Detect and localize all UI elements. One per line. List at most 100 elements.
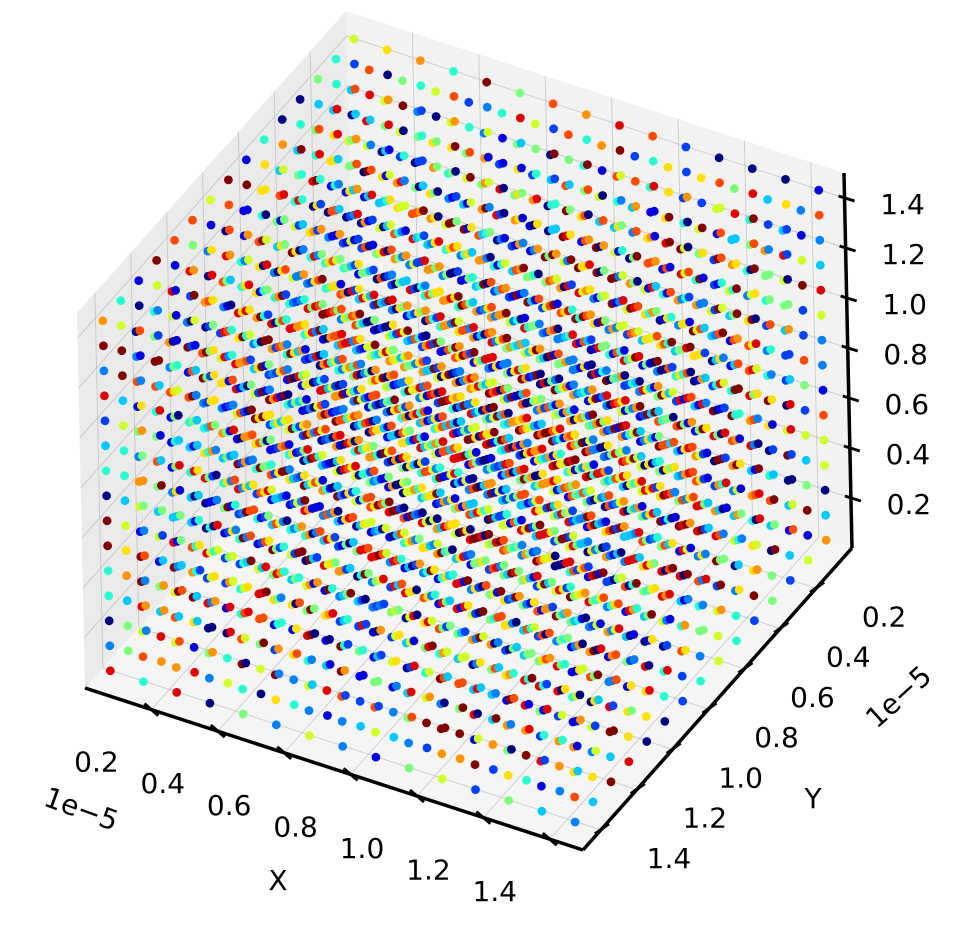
data-point — [307, 655, 316, 664]
data-point — [274, 644, 283, 654]
data-point — [527, 673, 537, 683]
data-point — [243, 205, 252, 215]
data-point — [749, 214, 758, 224]
data-point — [159, 606, 169, 615]
data-point — [695, 651, 705, 661]
data-point — [682, 192, 692, 202]
data-point — [315, 174, 325, 184]
data-point — [642, 737, 652, 746]
data-point — [652, 331, 662, 341]
data-point — [550, 199, 560, 209]
data-point — [536, 394, 546, 404]
data-point — [497, 611, 506, 621]
data-point — [396, 554, 406, 564]
data-point — [209, 370, 219, 380]
data-point — [631, 201, 641, 211]
data-point — [246, 556, 256, 566]
data-point — [207, 622, 217, 632]
data-point — [571, 480, 581, 490]
data-point — [621, 396, 630, 405]
data-point — [800, 405, 810, 415]
y-axis-label: Y — [803, 782, 822, 815]
data-point — [188, 240, 198, 250]
data-point — [100, 391, 109, 401]
data-point — [542, 704, 552, 714]
data-point — [348, 512, 358, 522]
data-point — [453, 267, 463, 276]
grid-line — [79, 135, 350, 439]
data-point — [369, 466, 379, 476]
data-point — [617, 573, 626, 582]
data-point — [225, 250, 235, 260]
data-point — [471, 447, 481, 457]
data-point — [452, 217, 462, 226]
data-point — [584, 562, 593, 572]
data-point — [581, 110, 591, 119]
data-point — [502, 509, 512, 519]
data-point — [295, 598, 304, 607]
data-point — [211, 445, 221, 455]
data-point — [681, 645, 690, 655]
data-point — [632, 579, 641, 588]
data-point — [385, 170, 395, 180]
data-point — [616, 196, 626, 205]
data-point — [103, 566, 113, 576]
data-point — [583, 537, 593, 547]
data-point — [316, 199, 326, 209]
data-point — [677, 671, 687, 681]
data-point — [191, 390, 201, 400]
data-point — [782, 225, 791, 234]
data-point — [156, 456, 166, 465]
data-point — [523, 438, 532, 448]
data-point — [247, 405, 256, 415]
data-point — [152, 256, 162, 265]
data-point — [534, 269, 543, 279]
y-tick-mark — [594, 822, 610, 836]
data-point — [422, 718, 431, 728]
data-point — [175, 460, 184, 470]
data-point — [192, 440, 202, 450]
data-point — [768, 596, 777, 605]
data-point — [171, 285, 181, 295]
data-point — [731, 234, 740, 244]
data-point — [364, 65, 374, 75]
data-point — [226, 300, 236, 310]
data-point — [622, 471, 632, 480]
data-point — [155, 406, 165, 415]
data-point — [816, 285, 826, 295]
data-point — [370, 315, 379, 325]
data-point — [315, 502, 324, 511]
data-point — [297, 547, 307, 556]
data-point — [340, 666, 350, 675]
data-point — [624, 757, 634, 766]
data-point — [171, 310, 181, 320]
data-point — [651, 256, 660, 266]
data-point — [550, 551, 560, 561]
data-point — [279, 567, 289, 576]
data-point — [681, 142, 691, 152]
data-point — [767, 571, 777, 580]
data-point — [653, 532, 662, 542]
data-point — [473, 709, 482, 718]
data-point — [509, 693, 519, 703]
data-point — [821, 535, 831, 545]
data-point — [238, 709, 248, 719]
data-point — [698, 273, 708, 283]
y-tick-mark — [665, 742, 682, 755]
data-point — [301, 345, 310, 354]
data-point — [586, 511, 596, 520]
z-tick-label: 0.8 — [883, 338, 928, 371]
data-point — [140, 551, 150, 560]
data-point — [678, 696, 688, 706]
data-point — [650, 231, 660, 241]
data-point — [701, 574, 711, 584]
data-point — [535, 319, 544, 329]
data-point — [752, 389, 762, 398]
data-point — [466, 525, 475, 534]
grid-line — [743, 140, 753, 516]
data-point — [398, 76, 407, 86]
data-point — [282, 491, 291, 500]
data-point — [228, 576, 238, 586]
data-point — [491, 689, 500, 698]
data-point — [314, 99, 323, 109]
